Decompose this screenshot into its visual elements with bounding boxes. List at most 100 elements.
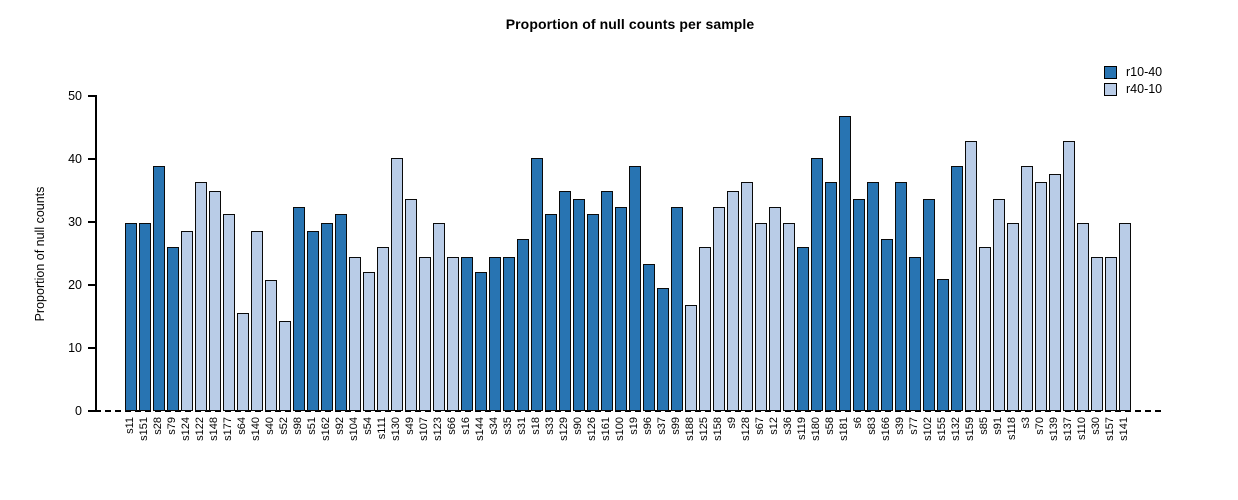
y-axis-title: Proportion of null counts	[33, 186, 47, 322]
x-tick-label: s58	[824, 417, 837, 435]
x-tick-label: s110	[1076, 417, 1089, 441]
x-tick-label: s122	[194, 417, 207, 441]
x-tick-label: s49	[404, 417, 417, 435]
bar-s123	[433, 223, 445, 411]
x-tick-label: s28	[152, 417, 165, 435]
bar-s96	[643, 264, 655, 411]
x-tick-label: s3	[1020, 417, 1033, 429]
bar-s159	[965, 141, 977, 411]
x-tick-label: s107	[418, 417, 431, 441]
bar-s140	[251, 231, 263, 411]
bar-s162	[321, 222, 333, 411]
x-tick-label: s118	[1006, 417, 1019, 441]
y-tick	[88, 284, 95, 286]
x-tick-label: s162	[320, 417, 333, 441]
bar-s64	[237, 312, 249, 411]
bar-s100	[615, 206, 627, 411]
y-tick-label: 10	[68, 341, 82, 355]
bar-s92	[335, 214, 347, 411]
legend-label-r40-10: r40-10	[1126, 82, 1163, 96]
bar-s137	[1063, 141, 1075, 411]
bar-s144	[475, 271, 487, 411]
x-tick-label: s70	[1034, 417, 1047, 435]
bar-s128	[741, 182, 753, 411]
bar-s40	[265, 279, 277, 411]
x-tick-label: s125	[698, 417, 711, 441]
bar-s151	[139, 223, 151, 411]
bar-s58	[825, 182, 837, 411]
x-tick-label: s30	[1090, 417, 1103, 435]
x-tick-label: s96	[642, 417, 655, 435]
x-tick-label: s37	[656, 417, 669, 435]
bar-s85	[979, 247, 991, 411]
x-tick-label: s188	[684, 417, 697, 441]
legend-item-r10-40: r10-40	[1104, 64, 1162, 81]
bar-s90	[573, 198, 585, 411]
bar-s181	[839, 116, 851, 411]
x-tick-label: s157	[1104, 417, 1117, 441]
bar-s3	[1021, 165, 1033, 411]
legend-swatch-r10-40	[1104, 66, 1117, 79]
bar-s6	[853, 198, 865, 411]
y-tick-label: 30	[68, 215, 82, 229]
y-tick-label: 40	[68, 152, 82, 166]
x-tick-label: s40	[264, 417, 277, 435]
x-tick-label: s151	[138, 417, 151, 441]
bar-s12	[769, 206, 781, 411]
bar-s141	[1119, 223, 1131, 411]
bar-s130	[391, 158, 403, 411]
chart-title: Proportion of null counts per sample	[505, 16, 755, 32]
x-tick-label: s16	[460, 417, 473, 435]
x-tick-label: s98	[292, 417, 305, 435]
x-tick-label: s100	[614, 417, 627, 441]
bar-s122	[195, 182, 207, 411]
bar-s67	[755, 223, 767, 411]
y-tick	[88, 95, 95, 97]
y-tick	[88, 410, 95, 412]
bar-s52	[279, 320, 291, 411]
bar-s161	[601, 190, 613, 411]
x-tick-label: s54	[362, 417, 375, 435]
bar-s111	[377, 247, 389, 411]
bar-s124	[181, 230, 193, 411]
x-tick-label: s85	[978, 417, 991, 435]
x-tick-label: s66	[446, 417, 459, 435]
x-tick-label: s90	[572, 417, 585, 435]
bar-s30	[1091, 256, 1103, 411]
bar-s54	[363, 271, 375, 411]
bar-s66	[447, 256, 459, 411]
bar-s34	[489, 256, 501, 411]
x-tick-label: s129	[558, 417, 571, 441]
bar-s79	[167, 247, 179, 411]
bar-s139	[1049, 174, 1061, 411]
legend-swatch-r40-10	[1104, 83, 1117, 96]
x-tick-label: s124	[180, 417, 193, 441]
x-tick-label: s181	[838, 417, 851, 441]
x-tick-label: s148	[208, 417, 221, 441]
x-tick-label: s158	[712, 417, 725, 441]
y-tick	[88, 347, 95, 349]
y-tick-label: 20	[68, 278, 82, 292]
legend-label-r10-40: r10-40	[1126, 65, 1163, 79]
y-tick-label: 0	[75, 404, 82, 418]
x-tick-label: s137	[1062, 417, 1075, 441]
x-tick-label: s119	[796, 417, 809, 441]
x-tick-label: s155	[936, 417, 949, 441]
x-tick-label: s161	[600, 417, 613, 441]
x-tick-label: s36	[782, 417, 795, 435]
y-tick	[88, 158, 95, 160]
x-tick-label: s177	[222, 417, 235, 441]
bar-s129	[559, 190, 571, 411]
x-tick-label: s144	[474, 417, 487, 441]
x-tick-label: s6	[852, 417, 865, 429]
bar-s158	[713, 206, 725, 411]
bar-s118	[1007, 223, 1019, 411]
bar-s35	[503, 256, 515, 411]
bar-s107	[419, 256, 431, 411]
x-tick-label: s9	[726, 417, 739, 429]
x-tick-label: s128	[740, 417, 753, 441]
x-tick-label: s77	[908, 417, 921, 435]
y-tick-label: 50	[68, 89, 82, 103]
bar-s16	[461, 256, 473, 411]
bar-s36	[783, 223, 795, 411]
